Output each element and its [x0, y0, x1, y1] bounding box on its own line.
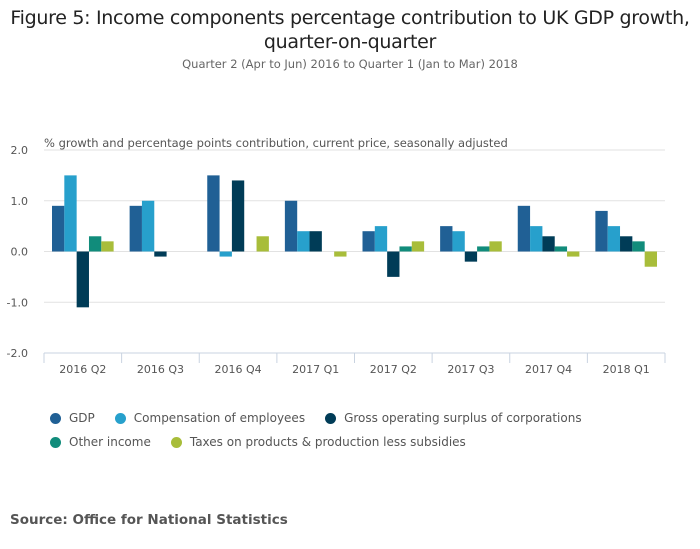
- y-axis-label: % growth and percentage points contribut…: [44, 136, 508, 150]
- bar-gross-operating-surplus-of-corporations-2016-q4: [231, 180, 245, 252]
- x-tick-label: 2017 Q2: [370, 363, 417, 376]
- bar-other-income-2017-q3: [477, 246, 490, 252]
- legend-marker-icon: [325, 412, 337, 424]
- x-tick-label: 2016 Q3: [137, 363, 184, 376]
- legend-item[interactable]: Gross operating surplus of corporations: [325, 406, 582, 430]
- legend-label: Taxes on products & production less subs…: [189, 435, 466, 449]
- bar-taxes-on-products-production-less-subsidies-2017-q2: [411, 241, 425, 252]
- bar-gross-operating-surplus-of-corporations-2017-q2: [387, 251, 400, 277]
- bar-gross-operating-surplus-of-corporations-2016-q3: [154, 251, 167, 257]
- x-tick-label: 2017 Q3: [447, 363, 494, 376]
- y-tick-label: -2.0: [7, 347, 28, 360]
- bar-other-income-2016-q2: [88, 236, 102, 252]
- x-tick-label: 2017 Q4: [525, 363, 572, 376]
- bar-other-income-2017-q4: [554, 246, 568, 252]
- legend-marker-icon: [50, 436, 61, 448]
- legend-item[interactable]: Compensation of employees: [114, 406, 306, 430]
- bar-gross-operating-surplus-of-corporations-2017-q4: [542, 236, 555, 252]
- bar-taxes-on-products-production-less-subsidies-2016-q4: [256, 236, 269, 252]
- bar-gross-operating-surplus-of-corporations-2016-q2: [76, 251, 89, 308]
- y-axis-ticks: 2.0 1.0 0.0 -1.0 -2.0: [7, 144, 28, 360]
- bar-taxes-on-products-production-less-subsidies-2017-q3: [489, 241, 502, 252]
- legend-marker-icon: [50, 412, 61, 424]
- x-axis: 2016 Q2 2016 Q3 2016 Q4 2017 Q1 2017 Q2 2017 …: [43, 352, 666, 376]
- chart-subtitle: Quarter 2 (Apr to Jun) 2016 to Quarter 1…: [182, 57, 518, 71]
- bar-compensation-of-employees-2016-q4: [219, 251, 232, 257]
- bar-gdp-2016-q4: [207, 175, 220, 252]
- x-tick-label: 2016 Q2: [59, 363, 106, 376]
- y-tick-label: 1.0: [11, 195, 29, 208]
- bar-gdp-2016-q3: [129, 205, 142, 252]
- bar-other-income-2017-q2: [399, 246, 412, 252]
- bar-other-income-2018-q1: [632, 241, 645, 252]
- bar-gross-operating-surplus-of-corporations-2017-q3: [464, 251, 478, 262]
- x-tick-label: 2018 Q1: [603, 363, 650, 376]
- legend-label: Compensation of employees: [133, 411, 306, 425]
- bar-compensation-of-employees-2017-q3: [452, 231, 465, 252]
- y-tick-label: 0.0: [11, 246, 29, 259]
- bars: [52, 175, 657, 308]
- bar-gdp-2017-q2: [362, 231, 375, 252]
- bar-compensation-of-employees-2017-q1: [297, 231, 310, 252]
- bar-compensation-of-employees-2017-q4: [530, 226, 543, 252]
- bar-gdp-2018-q1: [595, 210, 608, 252]
- bar-taxes-on-products-production-less-subsidies-2017-q1: [334, 251, 347, 257]
- x-tick-label: 2016 Q4: [214, 363, 261, 376]
- legend-marker-icon: [170, 436, 182, 448]
- bar-gross-operating-surplus-of-corporations-2018-q1: [620, 236, 633, 252]
- bar-gdp-2016-q2: [52, 205, 65, 252]
- bar-taxes-on-products-production-less-subsidies-2017-q4: [567, 251, 580, 257]
- bar-compensation-of-employees-2017-q2: [374, 226, 388, 252]
- bar-chart: % growth and percentage points contribut…: [7, 136, 666, 376]
- chart-title: Figure 5: Income components percentage c…: [10, 7, 690, 53]
- source-note: Source: Office for National Statistics: [10, 512, 288, 528]
- legend-label: GDP: [69, 411, 95, 425]
- legend: GDP Compensation of employees Gross operat…: [50, 406, 690, 454]
- bar-compensation-of-employees-2016-q3: [141, 200, 155, 252]
- bar-gross-operating-surplus-of-corporations-2017-q1: [309, 231, 322, 252]
- legend-item[interactable]: Other income: [50, 430, 151, 454]
- bar-taxes-on-products-production-less-subsidies-2016-q2: [101, 241, 114, 252]
- x-tick-label: 2017 Q1: [292, 363, 339, 376]
- y-tick-label: 2.0: [11, 144, 29, 157]
- bar-gdp-2017-q4: [517, 205, 531, 252]
- bar-taxes-on-products-production-less-subsidies-2018-q1: [644, 251, 657, 267]
- bar-gdp-2017-q1: [284, 200, 298, 252]
- bar-compensation-of-employees-2018-q1: [607, 226, 621, 252]
- legend-label: Gross operating surplus of corporations: [344, 411, 582, 425]
- legend-label: Other income: [69, 435, 151, 449]
- legend-marker-icon: [114, 412, 126, 424]
- bar-compensation-of-employees-2016-q2: [64, 175, 77, 252]
- bar-gdp-2017-q3: [440, 226, 453, 252]
- legend-item[interactable]: GDP: [50, 406, 95, 430]
- y-tick-label: -1.0: [7, 296, 28, 309]
- legend-item[interactable]: Taxes on products & production less subs…: [170, 430, 466, 454]
